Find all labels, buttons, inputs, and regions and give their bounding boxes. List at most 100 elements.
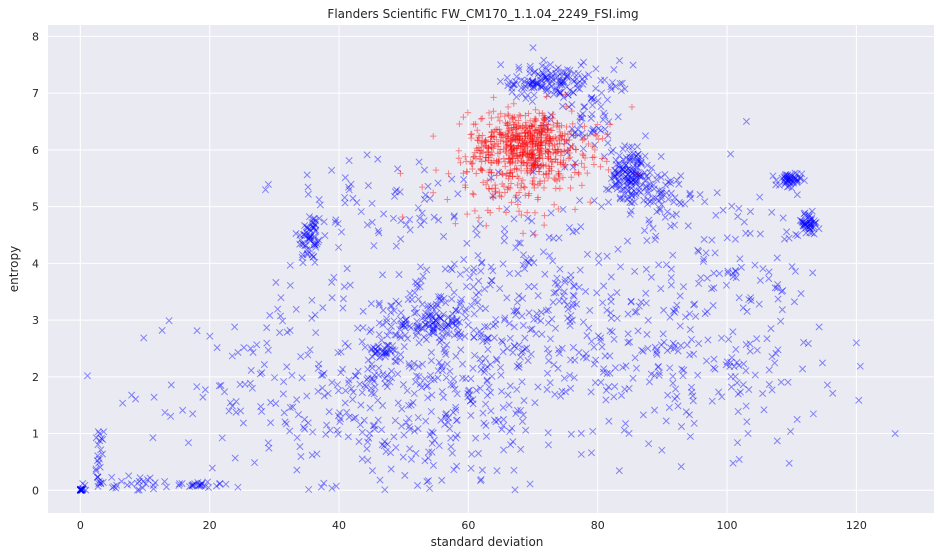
- data-point-x: [660, 306, 668, 314]
- data-point-plus: [581, 123, 588, 130]
- data-point-x: [484, 334, 492, 342]
- data-point-x: [276, 329, 284, 337]
- data-point-x: [448, 318, 456, 326]
- data-point-x: [341, 174, 349, 182]
- data-point-x: [421, 320, 429, 328]
- data-point-x: [645, 216, 653, 224]
- data-point-x: [359, 307, 367, 315]
- data-point-x: [467, 464, 475, 472]
- data-point-x: [461, 308, 469, 316]
- data-point-x: [657, 173, 665, 181]
- data-point-x: [745, 386, 753, 394]
- data-point-x: [136, 474, 144, 482]
- data-point-x: [429, 324, 438, 332]
- data-point-x: [669, 339, 677, 347]
- data-point-x: [477, 333, 485, 341]
- data-point-x: [538, 68, 546, 77]
- data-point-x: [468, 302, 476, 310]
- data-point-x: [554, 346, 563, 354]
- data-point-x: [569, 88, 577, 96]
- data-point-x: [570, 77, 578, 85]
- data-point-x: [569, 228, 577, 236]
- data-point-x: [476, 355, 484, 363]
- data-point-x: [782, 179, 790, 187]
- data-point-x: [591, 379, 599, 387]
- data-point-x: [450, 213, 458, 221]
- data-point-x: [818, 359, 827, 367]
- data-point-x: [657, 200, 666, 209]
- data-point-x: [530, 83, 538, 91]
- data-point-x: [603, 252, 611, 260]
- data-point-x: [777, 378, 785, 386]
- data-point-x: [788, 262, 796, 271]
- data-point-x: [536, 76, 544, 84]
- data-point-x: [628, 169, 636, 177]
- data-point-x: [561, 276, 569, 284]
- data-point-plus: [537, 148, 545, 155]
- data-point-x: [475, 277, 483, 285]
- data-point-x: [587, 114, 595, 122]
- data-point-x: [303, 250, 311, 258]
- data-point-x: [449, 381, 458, 389]
- data-point-x: [646, 169, 654, 177]
- data-point-x: [731, 235, 739, 243]
- data-point-x: [429, 325, 438, 334]
- data-point-plus: [498, 132, 505, 139]
- data-point-x: [632, 170, 640, 178]
- data-point-x: [808, 214, 816, 222]
- data-point-x: [481, 285, 489, 293]
- data-point-x: [607, 293, 615, 301]
- data-point-x: [437, 315, 445, 323]
- data-point-x: [505, 79, 513, 87]
- data-point-x: [392, 242, 400, 250]
- data-point-plus: [539, 118, 547, 126]
- data-point-x: [552, 69, 560, 78]
- data-point-x: [510, 342, 519, 351]
- data-point-plus: [503, 122, 510, 129]
- data-point-plus: [488, 143, 495, 151]
- data-point-x: [462, 282, 471, 291]
- data-point-x: [427, 348, 435, 357]
- data-point-x: [421, 316, 430, 324]
- data-point-plus: [494, 143, 502, 150]
- data-point-x: [358, 455, 366, 463]
- data-point-x: [215, 480, 224, 488]
- data-point-x: [594, 332, 602, 340]
- data-point-x: [800, 210, 808, 218]
- data-point-x: [505, 401, 513, 409]
- data-point-x: [654, 362, 662, 370]
- data-point-plus: [555, 123, 563, 131]
- data-point-x: [599, 368, 607, 376]
- data-point-x: [239, 419, 247, 427]
- data-point-x: [496, 77, 504, 85]
- data-point-x: [479, 409, 487, 417]
- data-point-x: [729, 459, 737, 467]
- data-point-x: [212, 482, 221, 490]
- data-point-x: [95, 459, 103, 467]
- data-point-x: [623, 186, 631, 194]
- data-point-x: [657, 192, 665, 200]
- data-point-x: [788, 172, 796, 180]
- data-point-x: [414, 413, 422, 422]
- data-point-x: [529, 78, 537, 87]
- data-point-x: [507, 441, 515, 449]
- data-point-x: [494, 416, 503, 424]
- data-point-x: [804, 210, 812, 219]
- data-point-x: [261, 186, 270, 194]
- data-point-x: [443, 329, 451, 338]
- data-point-x: [431, 316, 439, 324]
- data-point-x: [615, 173, 623, 181]
- data-point-x: [448, 266, 456, 274]
- data-point-x: [649, 198, 658, 206]
- data-point-x: [796, 174, 804, 182]
- data-point-plus: [529, 151, 536, 158]
- data-point-x: [518, 76, 526, 84]
- data-point-plus: [488, 152, 496, 159]
- data-point-x: [799, 218, 808, 226]
- data-point-plus: [563, 123, 570, 131]
- data-point-x: [426, 484, 434, 492]
- data-point-x: [621, 385, 629, 393]
- data-point-x: [734, 390, 742, 398]
- data-point-plus: [517, 167, 525, 174]
- data-point-x: [303, 171, 311, 179]
